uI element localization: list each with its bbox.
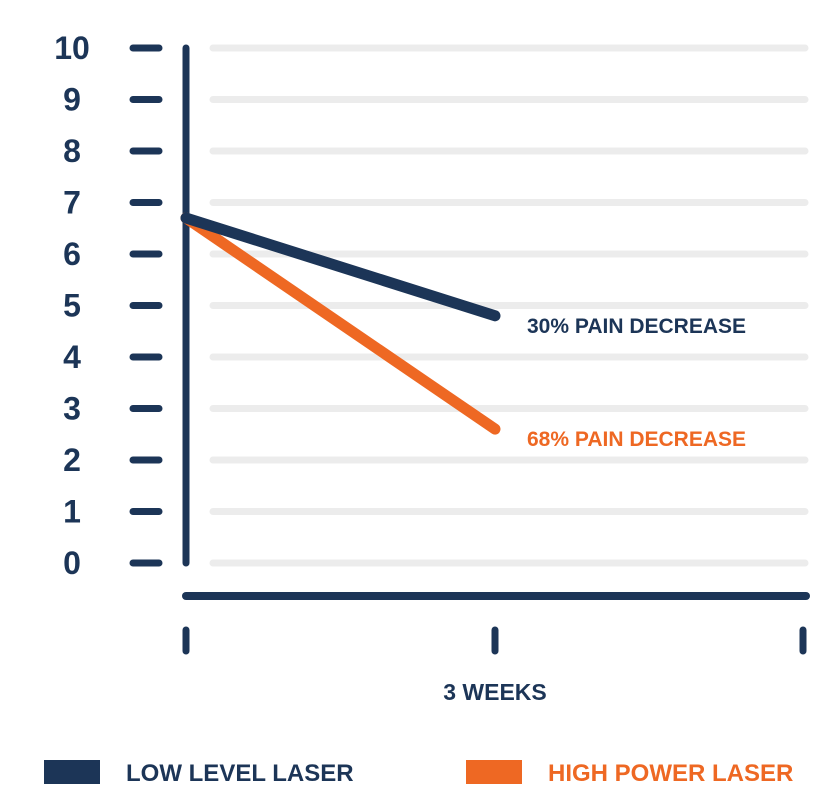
y-tick-label: 1 xyxy=(63,494,81,530)
legend-swatch-0 xyxy=(44,760,100,784)
legend-label-0: LOW LEVEL LASER xyxy=(126,760,354,787)
axes xyxy=(182,44,810,655)
series-line-0 xyxy=(180,212,501,322)
y-tick-label: 6 xyxy=(63,236,81,272)
annotations: 30% PAIN DECREASE 68% PAIN DECREASE xyxy=(527,315,746,451)
series-lines xyxy=(180,212,501,435)
y-tick-label: 0 xyxy=(63,545,81,581)
legend-label-1: HIGH POWER LASER xyxy=(548,760,793,787)
y-tick-label: 4 xyxy=(63,339,81,375)
series-line-1 xyxy=(180,212,501,435)
series-annotation-1: 68% PAIN DECREASE xyxy=(527,428,746,451)
series-annotation-0: 30% PAIN DECREASE xyxy=(527,315,746,338)
legend: LOW LEVEL LASER HIGH POWER LASER xyxy=(44,760,793,787)
y-tick-label: 2 xyxy=(63,442,81,478)
y-tick-label: 5 xyxy=(63,288,81,324)
y-axis-ticks: 0 1 2 3 4 5 6 7 8 9 10 xyxy=(54,30,163,581)
y-tick-label: 7 xyxy=(63,185,81,221)
y-tick-label: 8 xyxy=(63,133,81,169)
y-tick-label: 3 xyxy=(63,391,81,427)
y-tick-label: 9 xyxy=(63,82,81,118)
grid-lines xyxy=(209,44,809,567)
x-axis-label: 3 WEEKS xyxy=(443,679,547,705)
legend-swatch-1 xyxy=(466,760,522,784)
y-tick-label: 10 xyxy=(54,30,90,66)
